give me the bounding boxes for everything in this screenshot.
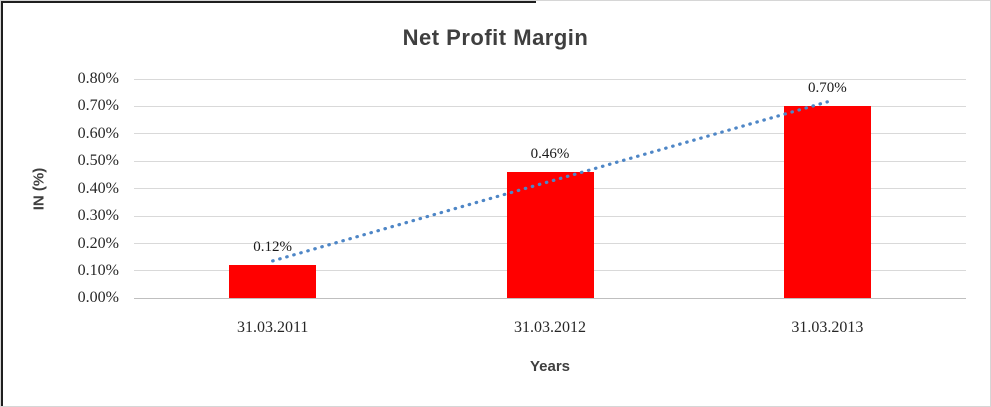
y-axis-tick-label: 0.20% [77, 234, 119, 252]
table-border-left [1, 1, 3, 406]
data-label: 0.12% [253, 239, 293, 256]
x-axis-category-label: 31.03.2011 [236, 319, 309, 336]
bar-31.03.2011[interactable] [229, 265, 317, 299]
x-axis-category-label: 31.03.2013 [791, 319, 864, 336]
data-label: 0.70% [807, 80, 847, 97]
y-axis-tick-label: 0.80% [77, 70, 119, 87]
y-axis-tick-label: 0.60% [77, 124, 119, 142]
gridline [134, 297, 966, 299]
chart-title: Net Profit Margin [402, 25, 589, 50]
x-axis-category-label: 31.03.2012 [514, 319, 586, 336]
bar-31.03.2013[interactable] [783, 106, 871, 299]
table-border-top [1, 1, 536, 3]
gridline [134, 78, 966, 80]
bar-31.03.2012[interactable] [506, 172, 594, 299]
y-axis-tick-label: 0.30% [77, 207, 119, 225]
data-label: 0.46% [530, 146, 570, 163]
y-axis-tick-label: 0.50% [77, 152, 119, 170]
y-axis-tick-label: 0.00% [77, 289, 119, 307]
x-axis-title: Years [529, 358, 571, 375]
y-axis-tick-label: 0.10% [77, 261, 119, 279]
y-axis-tick-label: 0.40% [77, 179, 119, 197]
y-axis-tick-label: 0.70% [77, 97, 119, 115]
